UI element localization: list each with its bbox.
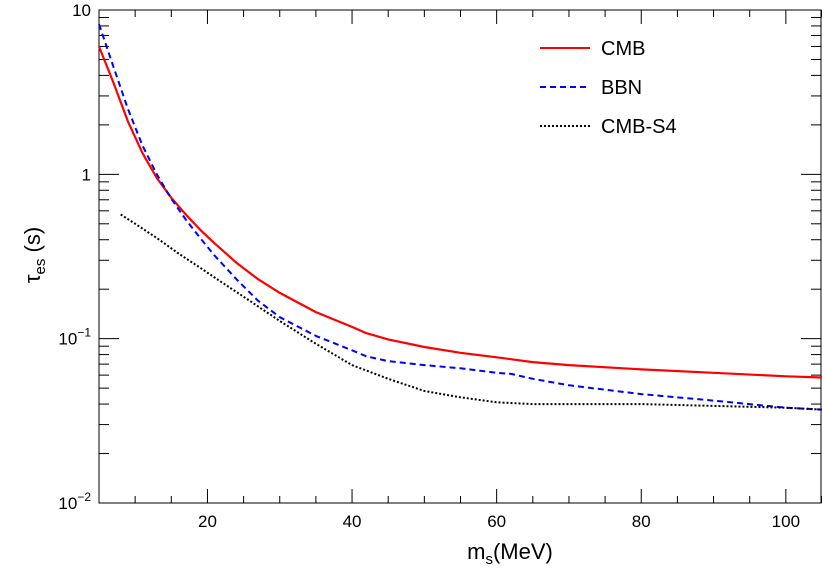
series-line-cmb-s4 [120,213,822,411]
y-tick-label: 1 [82,165,91,184]
x-tick-label: 60 [487,512,506,531]
series-layer [97,23,822,411]
legend: CMB BBN CMB-S4 [540,38,677,138]
x-tick-label: 20 [198,512,217,531]
y-tick-label: 10−2 [58,490,91,513]
y-tick-label: 10−1 [58,326,91,349]
series-line-bbn [98,23,822,411]
plot-border [98,9,822,504]
x-axis-label: ms(MeV) [467,539,553,568]
x-tick-label: 40 [343,512,362,531]
plot-frame [98,9,822,504]
y-axis-label: τes (s) [20,227,49,283]
y-axis: 10 1 10−1 10−2 [58,1,821,513]
legend-label: CMB-S4 [601,116,677,138]
x-axis: 20 40 60 80 100 [98,10,822,531]
x-tick-label: 100 [772,512,800,531]
x-tick-label: 80 [632,512,651,531]
legend-label: BBN [601,77,642,99]
y-tick-label: 10 [72,1,91,20]
legend-label: CMB [601,38,645,60]
series-line-cmb [97,46,822,379]
